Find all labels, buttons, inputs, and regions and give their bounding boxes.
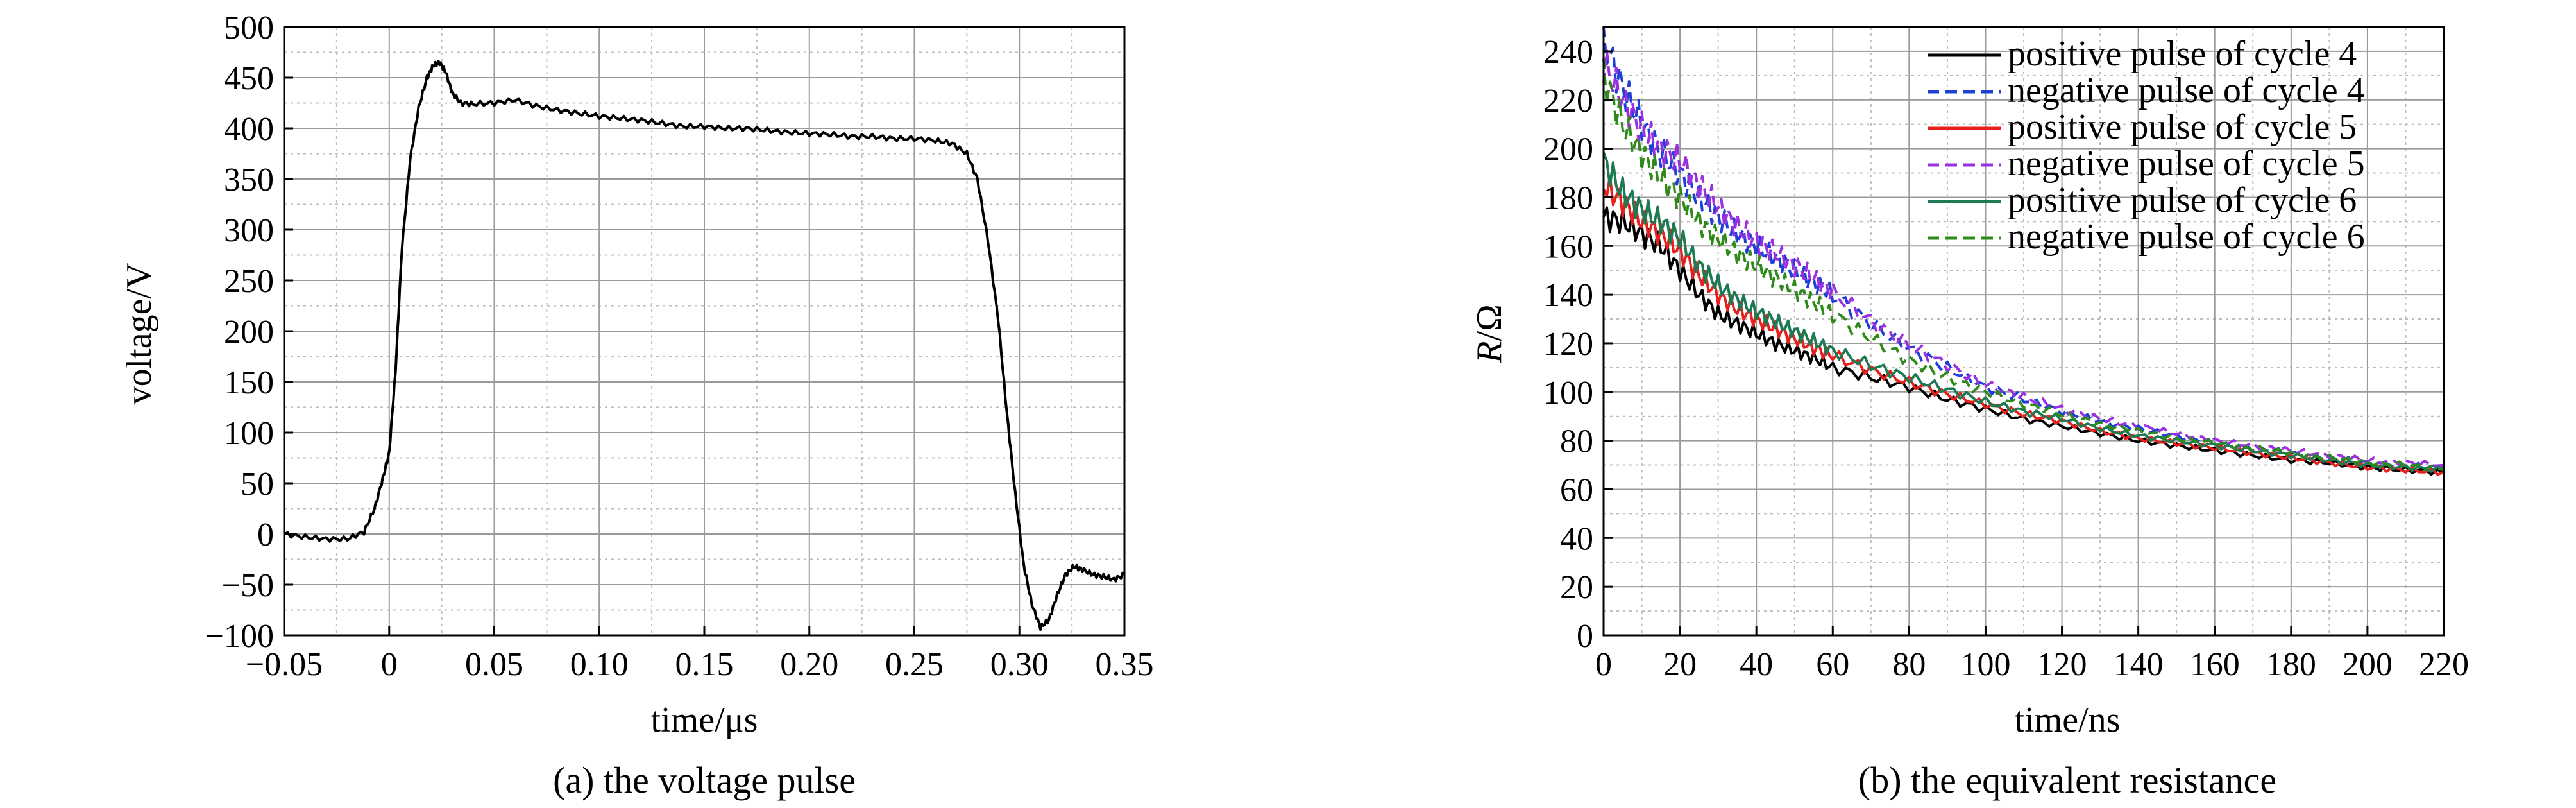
voltage-chart-caption: (a) the voltage pulse (553, 759, 856, 801)
y-tick-label: 300 (224, 212, 274, 249)
positive-pulse-of-cycle-5-line (1602, 175, 2445, 476)
y-tick-label: −50 (222, 567, 274, 604)
resistance-chart-xlabel: time/ns (2015, 700, 2121, 740)
y-tick-label: 400 (224, 111, 274, 148)
resistance-ylabel-unit: /Ω (1470, 304, 1509, 341)
positive-pulse-of-cycle-6-line (1602, 152, 2445, 473)
y-tick-label: 100 (224, 415, 274, 452)
legend-label: negative pulse of cycle 6 (2008, 217, 2365, 257)
y-tick-label: 80 (1560, 424, 1593, 460)
y-tick-label: 180 (1543, 180, 1593, 216)
y-tick-label: 250 (224, 263, 274, 300)
x-tick-label: 80 (1892, 646, 1926, 683)
y-tick-label: 450 (224, 60, 274, 97)
x-tick-label: 0.30 (990, 646, 1049, 683)
x-tick-label: 220 (2419, 646, 2469, 683)
x-tick-label: 0.15 (675, 646, 734, 683)
x-tick-label: 20 (1663, 646, 1697, 683)
voltage-chart-xlabel: time/μs (651, 700, 758, 740)
y-tick-label: 350 (224, 162, 274, 198)
y-tick-label: 500 (224, 10, 274, 46)
y-tick-label: 100 (1543, 375, 1593, 411)
resistance-chart-series (1602, 26, 2445, 476)
y-tick-label: 150 (224, 365, 274, 401)
x-tick-label: 0 (1595, 646, 1612, 683)
x-tick-label: 100 (1960, 646, 2010, 683)
x-tick-label: 120 (2037, 646, 2087, 683)
resistance-ylabel-symbol: R (1470, 341, 1509, 363)
x-tick-label: 0.20 (780, 646, 838, 683)
voltage-line (284, 60, 1126, 631)
y-tick-label: −100 (205, 618, 274, 655)
x-tick-label: 0.10 (570, 646, 629, 683)
legend-label: positive pulse of cycle 6 (2008, 180, 2357, 220)
x-tick-label: 40 (1740, 646, 1773, 683)
x-tick-label: −0.05 (246, 646, 323, 683)
voltage-chart-ylabel: voltage/V (119, 263, 159, 405)
x-tick-label: 0.25 (885, 646, 944, 683)
legend-label: positive pulse of cycle 5 (2008, 107, 2357, 147)
y-tick-label: 140 (1543, 277, 1593, 314)
y-tick-label: 60 (1560, 472, 1593, 508)
y-tick-label: 200 (1543, 132, 1593, 168)
x-tick-label: 180 (2266, 646, 2316, 683)
y-tick-label: 220 (1543, 83, 1593, 119)
y-tick-label: 20 (1560, 569, 1593, 606)
voltage-chart-series (284, 60, 1126, 631)
resistance-chart-ticks: 0 20 40 60 80 100 120 140 160 180 200 220 0 20 40 60 80 1… (1543, 34, 2469, 683)
equivalent-resistance-chart: 0 20 40 60 80 100 120 140 160 180 200 220 0 20 40 60 80 1… (1470, 26, 2469, 801)
x-tick-label: 200 (2343, 646, 2393, 683)
voltage-chart-ticks: −0.05 0 0.05 0.10 0.15 0.20 0.25 0.30 0.35 −100 −5… (205, 10, 1154, 683)
y-tick-label: 40 (1560, 520, 1593, 557)
y-tick-label: 0 (257, 517, 274, 553)
x-tick-label: 0.35 (1096, 646, 1154, 683)
x-tick-label: 60 (1816, 646, 1849, 683)
x-tick-label: 160 (2190, 646, 2240, 683)
y-tick-label: 120 (1543, 326, 1593, 363)
y-tick-label: 200 (224, 314, 274, 350)
resistance-chart-caption: (b) the equivalent resistance (1858, 759, 2276, 801)
resistance-chart-frame (1602, 26, 2445, 637)
resistance-chart-ylabel: R/Ω (1470, 304, 1509, 363)
legend-label: negative pulse of cycle 5 (2008, 144, 2365, 184)
y-tick-label: 50 (241, 466, 274, 503)
legend-label: negative pulse of cycle 4 (2008, 71, 2365, 110)
y-tick-label: 0 (1577, 618, 1593, 655)
negative-pulse-of-cycle-5-line (1602, 49, 2445, 467)
voltage-pulse-chart: −0.05 0 0.05 0.10 0.15 0.20 0.25 0.30 0.35 −100 −5… (119, 10, 1154, 801)
legend-label: positive pulse of cycle 4 (2008, 34, 2357, 74)
y-tick-label: 240 (1543, 34, 1593, 71)
x-tick-label: 0.05 (465, 646, 523, 683)
negative-pulse-of-cycle-6-line (1602, 58, 2445, 472)
y-tick-label: 160 (1543, 228, 1593, 265)
x-tick-label: 0 (381, 646, 398, 683)
x-tick-label: 140 (2114, 646, 2164, 683)
